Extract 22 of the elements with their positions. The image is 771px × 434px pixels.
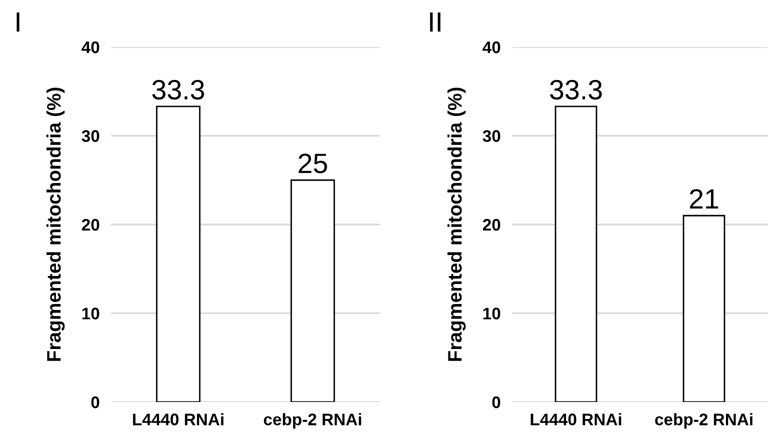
y-tick-label: 40 — [482, 41, 500, 54]
x-tick-label: L4440 RNAi — [133, 413, 224, 426]
x-tick-label: L4440 RNAi — [530, 413, 622, 426]
y-tick-label: 10 — [82, 308, 100, 320]
x-tick-label: cebp-2 RNAi — [655, 413, 752, 429]
data-label: 21 — [690, 189, 718, 208]
y-tick-label: 10 — [483, 308, 500, 320]
y-tick-label: 0 — [91, 396, 100, 408]
y-tick-label: 30 — [82, 130, 100, 142]
chart-title: I — [16, 12, 20, 32]
y-tick-label: 20 — [482, 218, 500, 231]
y-tick-label: 40 — [82, 41, 100, 54]
y-tick-label: 30 — [482, 130, 500, 142]
chart-title: II — [430, 12, 440, 32]
data-label: 25 — [298, 154, 328, 174]
y-axis-title: Fragmented mitochondria (%) — [46, 88, 65, 361]
x-tick-label: cebp-2 RNAi — [264, 413, 362, 429]
data-label: 33.3 — [550, 80, 602, 100]
y-tick-label: 20 — [82, 218, 100, 231]
y-axis-title: Fragmented mitochondria (%) — [447, 88, 466, 361]
y-tick-label: 0 — [492, 396, 500, 408]
data-label: 33.3 — [152, 80, 204, 100]
